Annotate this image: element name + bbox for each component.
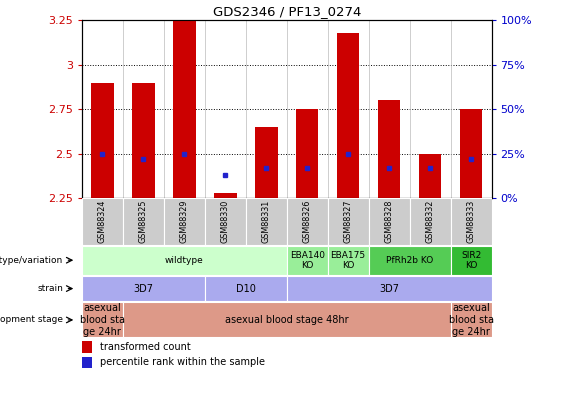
- Text: GSM88333: GSM88333: [467, 200, 476, 243]
- Bar: [82, 245, 287, 275]
- Bar: [328, 198, 369, 245]
- Text: asexual blood stage 48hr: asexual blood stage 48hr: [225, 315, 349, 325]
- Bar: [82, 341, 92, 353]
- Text: GSM88327: GSM88327: [344, 200, 353, 243]
- Text: GSM88324: GSM88324: [98, 200, 107, 243]
- Text: GSM88326: GSM88326: [303, 200, 312, 243]
- Bar: [337, 33, 359, 198]
- Bar: [205, 198, 246, 245]
- Bar: [369, 245, 451, 275]
- Bar: [287, 198, 328, 245]
- Text: SIR2
KO: SIR2 KO: [461, 251, 481, 270]
- Bar: [123, 303, 451, 337]
- Bar: [296, 109, 319, 198]
- Text: GSM88332: GSM88332: [425, 200, 434, 243]
- Text: strain: strain: [37, 284, 63, 293]
- Bar: [164, 198, 205, 245]
- Text: 3D7: 3D7: [379, 284, 399, 294]
- Bar: [246, 198, 287, 245]
- Text: percentile rank within the sample: percentile rank within the sample: [101, 358, 266, 367]
- Bar: [123, 198, 164, 245]
- Text: D10: D10: [236, 284, 256, 294]
- Bar: [287, 245, 328, 275]
- Bar: [410, 198, 451, 245]
- Bar: [287, 276, 492, 301]
- Bar: [451, 198, 492, 245]
- Text: asexual
blood sta
ge 24hr: asexual blood sta ge 24hr: [80, 303, 125, 337]
- Text: GSM88328: GSM88328: [385, 200, 394, 243]
- Text: wildtype: wildtype: [165, 256, 204, 265]
- Bar: [451, 303, 492, 337]
- Bar: [82, 198, 123, 245]
- Bar: [82, 276, 205, 301]
- Bar: [173, 20, 195, 198]
- Text: GSM88330: GSM88330: [221, 200, 230, 243]
- Bar: [328, 245, 369, 275]
- Title: GDS2346 / PF13_0274: GDS2346 / PF13_0274: [212, 5, 361, 18]
- Text: development stage: development stage: [0, 315, 63, 324]
- Bar: [369, 198, 410, 245]
- Bar: [205, 276, 287, 301]
- Bar: [82, 357, 92, 368]
- Bar: [460, 109, 483, 198]
- Bar: [451, 245, 492, 275]
- Bar: [82, 303, 123, 337]
- Bar: [255, 127, 277, 198]
- Text: GSM88331: GSM88331: [262, 200, 271, 243]
- Bar: [91, 83, 114, 198]
- Text: 3D7: 3D7: [133, 284, 153, 294]
- Bar: [132, 83, 155, 198]
- Text: genotype/variation: genotype/variation: [0, 256, 63, 265]
- Bar: [419, 154, 441, 198]
- Bar: [378, 100, 401, 198]
- Text: GSM88329: GSM88329: [180, 200, 189, 243]
- Bar: [214, 193, 237, 198]
- Text: GSM88325: GSM88325: [139, 200, 148, 243]
- Text: asexual
blood sta
ge 24hr: asexual blood sta ge 24hr: [449, 303, 494, 337]
- Text: PfRh2b KO: PfRh2b KO: [386, 256, 433, 265]
- Text: EBA175
KO: EBA175 KO: [331, 251, 366, 270]
- Text: EBA140
KO: EBA140 KO: [290, 251, 325, 270]
- Text: transformed count: transformed count: [101, 342, 191, 352]
